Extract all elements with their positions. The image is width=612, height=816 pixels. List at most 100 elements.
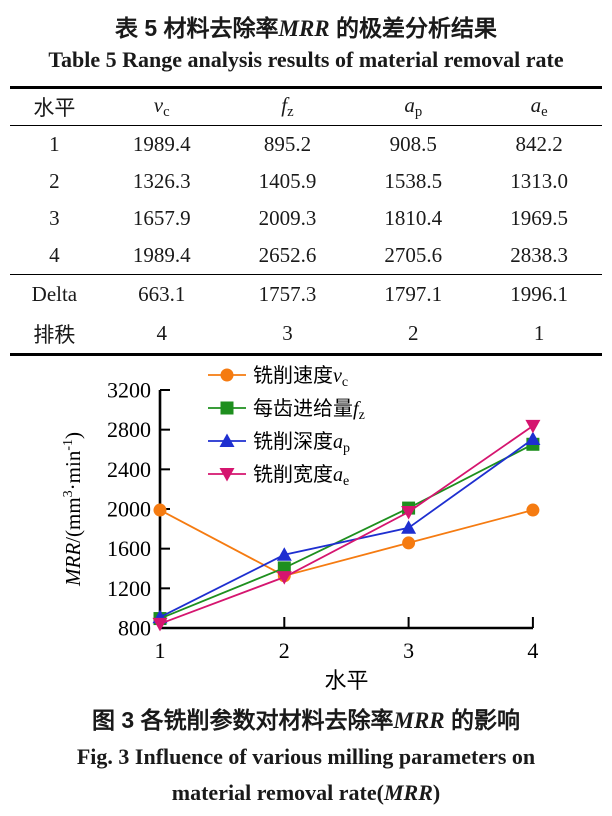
y-tick-label: 2400	[107, 457, 151, 482]
legend-label: 每齿进给量fz	[253, 397, 365, 423]
cell-value: 1326.3	[132, 169, 191, 193]
data-point-marker	[276, 547, 292, 561]
legend-label: 铣削深度ap	[253, 430, 350, 456]
text-segment: e	[541, 104, 548, 121]
cell-value: 1	[533, 321, 545, 345]
data-point-marker	[401, 520, 417, 534]
text-segment: z	[287, 104, 294, 121]
y-tick-label: 800	[118, 616, 151, 641]
text-segment: MRR	[383, 780, 433, 805]
chart-axes	[158, 389, 534, 630]
cell-value: 842.2	[515, 132, 563, 156]
col-header-vc: vc	[98, 87, 225, 126]
data-point-marker	[402, 536, 416, 550]
table-row-delta: Delta 663.1 1757.3 1797.1 1996.1	[10, 275, 602, 315]
text-segment: MRR	[278, 16, 330, 41]
legend-label: 铣削宽度ae	[253, 463, 349, 489]
series-circle	[153, 503, 540, 583]
text-segment: a	[530, 92, 542, 117]
text-segment: f	[281, 92, 288, 117]
cell-level: 4	[10, 237, 99, 275]
text-segment: material removal rate(	[171, 780, 384, 805]
cell-level: 3	[49, 206, 60, 230]
col-header-fz: fz	[224, 87, 351, 126]
table-caption-cn: 表 5 材料去除率MRR 的极差分析结果	[0, 9, 612, 43]
data-point-marker	[525, 419, 541, 434]
table-caption-en: Table 5 Range analysis results of materi…	[48, 47, 564, 72]
y-tick-label: 1600	[107, 536, 151, 561]
cell-value: 1405.9	[258, 169, 317, 193]
series-line	[159, 509, 534, 577]
cell-value: 1797.1	[384, 282, 443, 306]
y-tick-label: 1200	[107, 576, 151, 601]
series-square	[153, 437, 540, 626]
figure-caption-en-line2: material removal rate(MRR)	[0, 780, 612, 806]
text-segment: p	[414, 104, 423, 121]
x-tick-label: 3	[403, 638, 414, 663]
series-line	[159, 438, 534, 619]
y-tick-label: 2000	[107, 497, 151, 522]
table-header-row: 水平 vc fz ap ae	[10, 87, 602, 126]
col-header-level: 水平	[10, 87, 99, 126]
text-segment: 的影响	[444, 707, 521, 733]
data-point-marker	[526, 503, 540, 517]
legend-entry: 铣削宽度ae	[208, 463, 349, 489]
figure-caption-en-line1: Fig. 3 Influence of various milling para…	[76, 744, 536, 769]
data-point-marker	[401, 506, 417, 520]
data-point-marker	[153, 503, 167, 517]
y-axis-label: MRR/(mm3·min-1)	[61, 432, 85, 587]
chart-tick-labels: 800 1200 1600 2000 2400 2800 3200 1 2 3 4	[107, 378, 538, 664]
legend-marker-triangle-down	[219, 468, 235, 482]
cell-value: 1969.5	[510, 206, 568, 230]
cell-level: 2	[49, 169, 60, 193]
col-header-ae: ae	[476, 87, 602, 126]
cell-value: 2705.6	[350, 237, 477, 275]
cell-value: 1657.9	[132, 206, 191, 230]
cell-level: 1	[49, 132, 60, 156]
cell-value: 1538.5	[384, 169, 443, 193]
text-segment: c	[163, 104, 170, 121]
x-tick-label: 1	[155, 638, 166, 663]
x-tick-label: 2	[279, 638, 290, 663]
cell-value: 1989.4	[132, 132, 191, 156]
cell-delta-label: Delta	[31, 282, 78, 306]
cell-value: 663.1	[138, 282, 186, 306]
x-tick-label: 4	[527, 638, 538, 663]
cell-value: 3	[282, 321, 293, 345]
text-segment: 表 5 材料去除率	[114, 15, 279, 41]
y-tick-label: 3200	[107, 378, 151, 403]
data-point-marker	[152, 617, 168, 632]
col-header-ap: ap	[350, 87, 477, 126]
legend-label: 铣削速度vc	[253, 364, 348, 390]
data-point-marker	[276, 571, 292, 585]
text-segment: 水平	[33, 97, 76, 120]
cell-value: 1810.4	[384, 206, 443, 230]
chart-legend: 铣削速度vc 每齿进给量fz 铣削深度ap 铣削宽度ae	[208, 364, 365, 489]
legend-marker-circle	[220, 368, 234, 382]
text-segment: a	[404, 92, 415, 117]
legend-entry: 铣削深度ap	[208, 430, 350, 456]
text-segment: )	[432, 780, 441, 805]
table-row-rank: 排秩 4 3 2 1	[10, 314, 602, 355]
text-segment: 的极差分析结果	[329, 15, 498, 41]
legend-entry: 铣削速度vc	[208, 364, 348, 390]
y-tick-label: 2800	[107, 417, 151, 442]
cell-value: 1313.0	[510, 169, 568, 193]
legend-marker-triangle-up	[219, 433, 235, 447]
cell-value: 2838.3	[476, 237, 602, 275]
cell-value: 2009.3	[258, 206, 317, 230]
x-axis-label: 水平	[324, 668, 368, 693]
series-triangle-up	[152, 431, 541, 624]
table-row: 3 1657.9 2009.3 1810.4 1969.5	[10, 200, 602, 237]
data-point-marker	[525, 431, 541, 446]
cell-value: 1996.1	[510, 282, 568, 306]
table-row: 2 1326.3 1405.9 1538.5 1313.0	[10, 163, 602, 200]
cell-value: 1757.3	[258, 282, 317, 306]
series-line	[159, 425, 534, 625]
cell-value: 2652.6	[224, 237, 351, 275]
text-segment: MRR	[393, 708, 445, 733]
figure-3-chart: 800 1200 1600 2000 2400 2800 3200 1 2 3 4 水平 MRR/(mm…	[61, 364, 541, 693]
legend-entry: 每齿进给量fz	[208, 397, 365, 423]
table-row: 1 1989.4 895.2 908.5 842.2	[10, 126, 602, 164]
cell-value: 1989.4	[98, 237, 225, 275]
